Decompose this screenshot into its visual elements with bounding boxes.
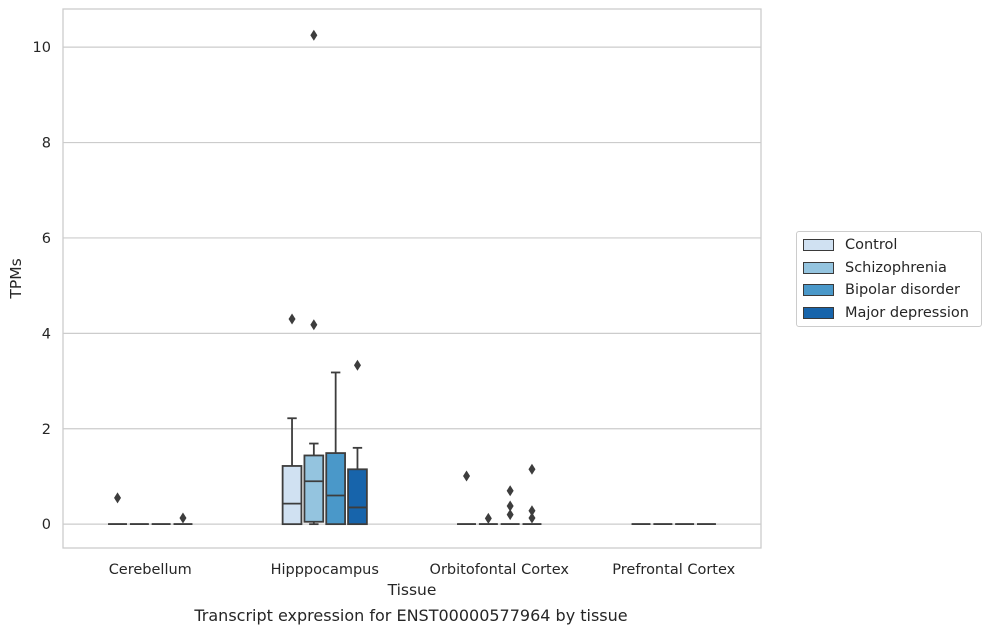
outlier-point xyxy=(528,512,536,524)
legend-item: Schizophrenia xyxy=(803,259,947,277)
legend-swatch xyxy=(803,261,834,274)
outlier-point xyxy=(310,29,318,41)
y-tick-label: 8 xyxy=(42,136,51,152)
y-tick-label: 6 xyxy=(42,231,51,247)
outlier-point xyxy=(528,505,536,517)
legend-swatch xyxy=(803,239,834,251)
x-tick-label: Hipppocampus xyxy=(271,562,379,578)
box xyxy=(303,454,325,523)
y-tick-label: 4 xyxy=(42,326,51,342)
x-axis-label: Tissue xyxy=(387,581,437,599)
outlier-point xyxy=(353,359,361,371)
legend: Control Schizophrenia Bipolar disorder Majo… xyxy=(796,231,982,327)
x-tick-label: Cerebellum xyxy=(109,562,192,578)
outlier-point xyxy=(463,470,471,482)
y-tick-label: 10 xyxy=(33,40,51,56)
x-tick-label: Orbitofontal Cortex xyxy=(430,562,570,578)
outlier-point xyxy=(288,313,296,325)
box xyxy=(347,468,368,526)
y-tick-label: 2 xyxy=(42,422,51,438)
outlier-point xyxy=(506,485,514,497)
legend-swatch xyxy=(803,306,834,319)
outlier-point xyxy=(506,500,514,512)
legend-item: Major depression xyxy=(803,304,969,322)
legend-label: Bipolar disorder xyxy=(845,282,960,298)
outlier-point xyxy=(114,492,122,504)
legend-swatch xyxy=(803,284,834,296)
box xyxy=(281,465,303,526)
y-axis-label: TPMs xyxy=(7,258,25,299)
plot-frame xyxy=(62,8,762,549)
outlier-point xyxy=(484,512,492,524)
box xyxy=(325,452,346,526)
legend-label: Major depression xyxy=(845,304,969,321)
y-tick-label: 0 xyxy=(42,517,51,533)
legend-item: Control xyxy=(803,236,897,254)
outlier-point xyxy=(310,319,318,331)
outlier-point xyxy=(528,463,536,475)
x-tick-label: Prefrontal Cortex xyxy=(612,562,735,578)
legend-label: Control xyxy=(845,237,898,253)
outlier-point xyxy=(506,509,514,521)
legend-item: Bipolar disorder xyxy=(803,281,960,299)
outlier-point xyxy=(179,512,187,524)
figure-caption: Transcript expression for ENST0000057796… xyxy=(194,606,628,625)
legend-label: Schizophrenia xyxy=(845,259,947,276)
